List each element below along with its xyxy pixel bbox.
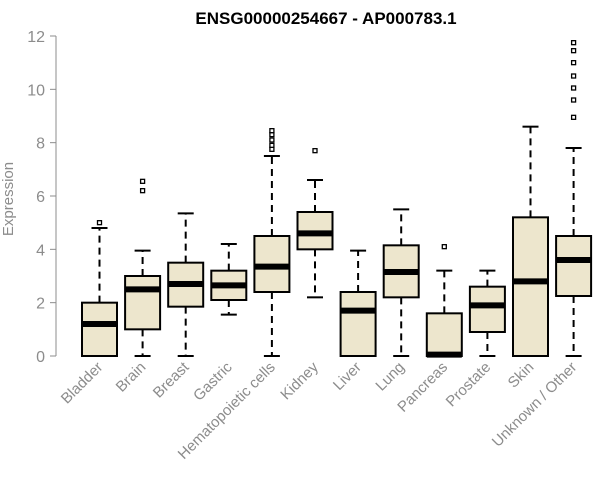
- y-axis: 0 2 4 6 8 10 12: [27, 29, 57, 366]
- box-bladder: [81, 220, 118, 357]
- box-hematopoietic-cells: [253, 128, 291, 357]
- box-prostate: [468, 269, 506, 357]
- outlier-point: [570, 97, 577, 103]
- box-iqr: [468, 285, 506, 333]
- outlier-point: [570, 114, 577, 120]
- box-iqr: [425, 312, 463, 358]
- y-tick-label: 12: [27, 29, 45, 46]
- x-tick-label: Lung: [372, 359, 408, 395]
- y-tick-label: 10: [27, 82, 45, 99]
- outlier-point: [269, 137, 275, 143]
- outlier-point: [269, 128, 275, 134]
- outlier-point: [570, 60, 577, 66]
- box-iqr: [81, 301, 118, 357]
- x-tick-label: Liver: [330, 359, 365, 394]
- y-tick-label: 2: [36, 296, 45, 313]
- boxes: [81, 40, 593, 358]
- outlier-point: [269, 142, 275, 148]
- outlier-point: [570, 85, 577, 91]
- outlier-point: [96, 220, 103, 226]
- y-tick-label: 8: [36, 136, 45, 153]
- outlier-point: [570, 48, 577, 54]
- y-axis-label: Expression: [0, 162, 17, 236]
- x-tick-label: Breast: [150, 358, 193, 401]
- y-tick-label: 6: [36, 189, 45, 206]
- x-tick-label: Prostate: [443, 359, 495, 411]
- box-iqr: [555, 235, 593, 297]
- box-iqr: [124, 275, 162, 331]
- outlier-point: [441, 244, 447, 250]
- y-tick-label: 4: [36, 242, 45, 259]
- box-breast: [167, 212, 205, 357]
- box-iqr: [512, 216, 549, 357]
- x-tick-label: Bladder: [58, 359, 107, 408]
- x-tick-label: Brain: [113, 359, 150, 396]
- box-iqr: [339, 291, 377, 357]
- box-pancreas: [425, 244, 463, 358]
- outlier-point: [570, 73, 577, 79]
- outlier-point: [312, 148, 318, 154]
- box-skin: [512, 125, 549, 357]
- box-lung: [382, 208, 420, 357]
- outlier-point: [139, 188, 146, 194]
- outlier-point: [139, 178, 146, 184]
- y-tick-label: 0: [36, 349, 45, 366]
- chart-title: ENSG00000254667 - AP000783.1: [195, 9, 456, 28]
- x-tick-label: Skin: [505, 359, 538, 392]
- outlier-point: [570, 40, 577, 46]
- box-unknown-other: [555, 40, 593, 357]
- box-liver: [339, 249, 377, 357]
- x-tick-label: Kidney: [277, 358, 322, 403]
- box-gastric: [210, 243, 248, 316]
- box-kidney: [296, 148, 334, 299]
- box-brain: [124, 178, 162, 357]
